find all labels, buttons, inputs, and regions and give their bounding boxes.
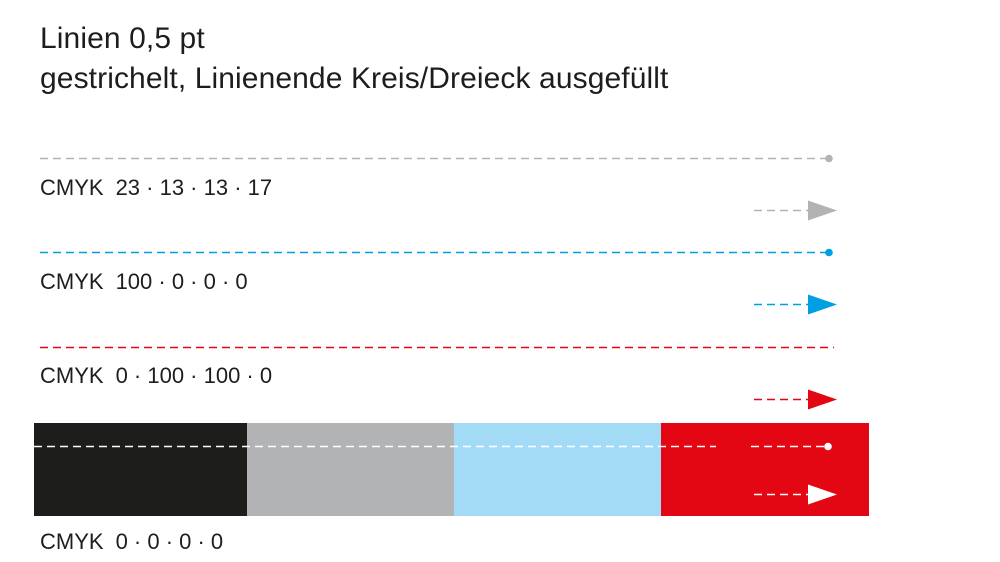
cmyk-prefix: CMYK	[40, 269, 104, 294]
circle-line-end-icon	[825, 248, 833, 257]
cmyk-prefix: CMYK	[40, 175, 104, 200]
triangle-line-end-icon	[808, 200, 837, 221]
cmyk-prefix: CMYK	[40, 363, 104, 388]
line-sample-gray	[40, 154, 837, 221]
triangle-line-end-icon	[808, 389, 837, 410]
triangle-line-end-icon	[808, 484, 837, 505]
page-title: Linien 0,5 pt	[40, 22, 205, 55]
cmyk-values: 0 · 100 · 100 · 0	[115, 363, 273, 388]
swatch-black	[34, 423, 247, 516]
page-subtitle: gestrichelt, Linienende Kreis/Dreieck au…	[40, 62, 669, 95]
line-sample-cyan	[40, 248, 837, 315]
cmyk-values: 100 · 0 · 0 · 0	[115, 269, 248, 294]
line-sample-white	[34, 442, 837, 505]
swatch-light-blue	[454, 423, 661, 516]
cmyk-values: 23 · 13 · 13 · 17	[115, 175, 273, 200]
cmyk-label-white: CMYK 0 · 0 · 0 · 0	[40, 529, 223, 555]
cmyk-prefix: CMYK	[40, 529, 104, 554]
swatch-gray	[247, 423, 454, 516]
cmyk-label-gray: CMYK 23 · 13 · 13 · 17	[40, 175, 272, 201]
cmyk-values: 0 · 0 · 0 · 0	[115, 529, 224, 554]
circle-line-end-icon	[825, 154, 833, 163]
cmyk-label-red: CMYK 0 · 100 · 100 · 0	[40, 363, 272, 389]
swatch-red	[661, 423, 869, 516]
cmyk-label-cyan: CMYK 100 · 0 · 0 · 0	[40, 269, 248, 295]
circle-line-end-icon	[824, 442, 832, 451]
line-sample-red	[40, 346, 837, 410]
triangle-line-end-icon	[808, 294, 837, 315]
